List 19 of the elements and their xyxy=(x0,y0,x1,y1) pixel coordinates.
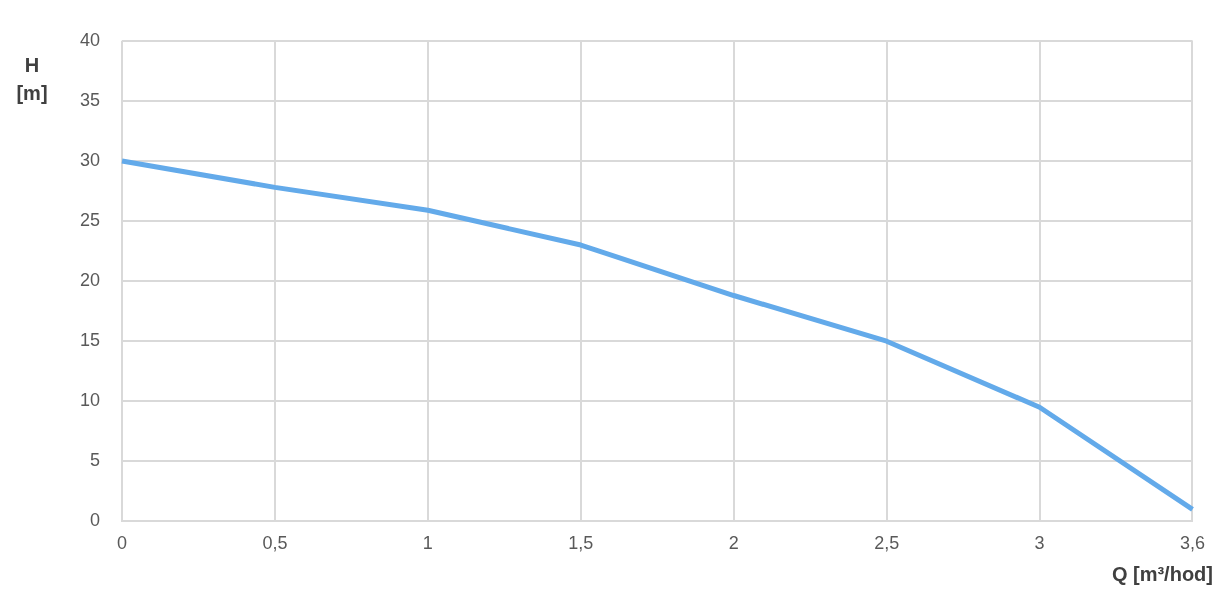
y-axis-title: H [m] xyxy=(16,54,48,104)
x-tick-label: 0,5 xyxy=(262,533,288,554)
y-tick-label: 30 xyxy=(79,149,101,170)
x-tick-label: 0 xyxy=(117,533,128,554)
y-tick-label: 15 xyxy=(79,330,101,351)
y-tick-label: 40 xyxy=(79,29,101,50)
x-tick-label: 2,5 xyxy=(874,533,900,554)
x-tick-label: 1,5 xyxy=(568,533,594,554)
y-tick-label: 5 xyxy=(90,450,101,471)
x-axis-title: Q [m³/hod] xyxy=(1111,563,1213,585)
x-tick-label: 3,6 xyxy=(1179,533,1205,554)
y-tick-label: 35 xyxy=(79,89,101,110)
y-tick-label: 25 xyxy=(79,209,101,230)
y-tick-label: 10 xyxy=(79,390,101,411)
x-tick-label: 1 xyxy=(422,533,433,554)
x-tick-label: 2 xyxy=(728,533,739,554)
x-tick-label: 3 xyxy=(1034,533,1045,554)
y-tick-label: 20 xyxy=(79,270,101,291)
y-tick-label: 0 xyxy=(90,510,101,531)
